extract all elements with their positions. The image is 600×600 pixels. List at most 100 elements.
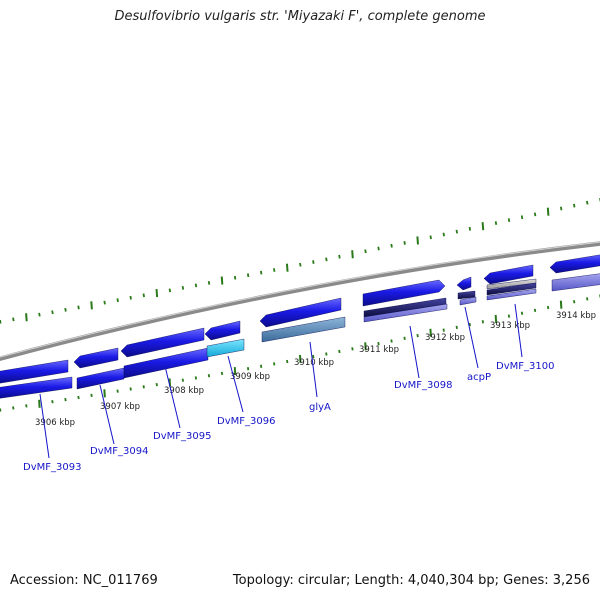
gene-label-dvmf-3093[interactable]: DvMF_3093 bbox=[23, 462, 81, 473]
outer-tick bbox=[168, 288, 172, 293]
gene-arrow[interactable] bbox=[363, 303, 448, 323]
gene-label-dvmf-3100[interactable]: DvMF_3100 bbox=[496, 361, 554, 372]
gene-arrow[interactable] bbox=[204, 320, 241, 341]
gene-label-glya[interactable]: glyA bbox=[309, 402, 331, 413]
inner-tick bbox=[103, 389, 106, 398]
outer-tick bbox=[312, 260, 315, 264]
kbp-scale: 3906 kbp 3907 kbp 3908 kbp 3909 kbp 3910… bbox=[35, 311, 596, 428]
outer-tick bbox=[573, 203, 576, 208]
genome-backbone-highlight bbox=[0, 241, 600, 358]
inner-tick bbox=[416, 333, 419, 338]
outer-tick bbox=[64, 307, 67, 312]
gene-arrow[interactable] bbox=[362, 279, 446, 307]
gene-arrow[interactable] bbox=[0, 359, 69, 384]
gene-arrow[interactable] bbox=[123, 347, 209, 379]
outer-tick bbox=[259, 270, 263, 275]
inner-tick bbox=[155, 382, 158, 387]
topology-summary: Topology: circular; Length: 4,040,304 bp… bbox=[232, 573, 590, 588]
inner-tick bbox=[142, 385, 145, 389]
gene-arrow[interactable] bbox=[76, 367, 125, 390]
outer-tick bbox=[533, 212, 537, 217]
inner-tick bbox=[442, 328, 445, 332]
gene-label-dvmf-3094[interactable]: DvMF_3094 bbox=[90, 446, 148, 457]
outer-tick bbox=[12, 317, 15, 322]
gene-arrow[interactable] bbox=[259, 297, 342, 328]
inner-tick bbox=[116, 389, 119, 393]
inner-tick bbox=[220, 371, 224, 376]
inner-tick bbox=[494, 314, 498, 324]
inner-tick bbox=[429, 328, 432, 337]
gene-arrow[interactable] bbox=[486, 282, 537, 296]
outer-tick bbox=[273, 268, 276, 272]
inner-tick bbox=[455, 325, 458, 330]
inner-tick bbox=[520, 311, 524, 315]
inner-tick-track bbox=[0, 294, 600, 412]
outer-tick bbox=[181, 285, 185, 290]
inner-tick bbox=[51, 400, 54, 404]
outer-tick bbox=[559, 206, 563, 211]
inner-tick bbox=[259, 364, 263, 368]
inner-tick bbox=[403, 336, 406, 340]
outer-tick bbox=[481, 222, 485, 231]
outer-tick bbox=[246, 273, 250, 278]
outer-tick bbox=[390, 243, 393, 248]
outer-tick bbox=[142, 293, 145, 298]
inner-tick bbox=[0, 408, 2, 412]
inner-tick bbox=[181, 378, 184, 382]
kbp-label: 3910 kbp bbox=[294, 358, 334, 368]
gene-arrow[interactable] bbox=[483, 264, 534, 285]
inner-tick bbox=[377, 341, 380, 346]
inner-tick bbox=[273, 362, 276, 366]
gene-label-dvmf-3096[interactable]: DvMF_3096 bbox=[217, 416, 275, 427]
inner-tick bbox=[533, 308, 537, 313]
outer-tick bbox=[25, 313, 28, 322]
gene-arrow[interactable] bbox=[206, 338, 245, 358]
gene-label-dvmf-3098[interactable]: DvMF_3098 bbox=[394, 380, 452, 391]
inner-tick bbox=[246, 367, 250, 371]
gene-arrow[interactable] bbox=[0, 376, 73, 399]
gene-label-dvmf-3095[interactable]: DvMF_3095 bbox=[153, 431, 211, 442]
outer-tick bbox=[0, 319, 2, 324]
gene-arrow[interactable] bbox=[459, 296, 477, 306]
gene-labels: DvMF_3093 DvMF_3094 DvMF_3095 DvMF_3096 … bbox=[23, 361, 554, 473]
inner-tick bbox=[338, 349, 341, 354]
gene-label-acpp[interactable]: acpP bbox=[467, 372, 491, 383]
outer-tick bbox=[586, 200, 589, 205]
outer-tick bbox=[546, 207, 550, 216]
gene-arrow[interactable] bbox=[549, 254, 600, 274]
outer-tick bbox=[220, 276, 224, 285]
gene-features[interactable] bbox=[0, 254, 600, 399]
inner-tick bbox=[546, 305, 550, 310]
outer-tick bbox=[455, 229, 459, 234]
inner-tick bbox=[468, 322, 471, 327]
gene-arrow[interactable] bbox=[261, 316, 346, 343]
inner-tick bbox=[233, 366, 237, 376]
inner-tick bbox=[586, 297, 589, 301]
gene-leader-lines bbox=[39, 303, 523, 459]
inner-tick bbox=[507, 314, 511, 318]
gene-arrow[interactable] bbox=[456, 276, 472, 291]
outer-tick bbox=[325, 257, 328, 262]
inner-tick bbox=[12, 406, 15, 410]
gene-arrow[interactable] bbox=[73, 347, 119, 369]
inner-tick bbox=[559, 300, 563, 309]
outer-tick-track bbox=[0, 198, 600, 324]
outer-tick bbox=[90, 301, 93, 310]
outer-tick bbox=[338, 254, 341, 259]
inner-tick bbox=[90, 393, 93, 398]
outer-tick bbox=[155, 289, 159, 298]
outer-tick bbox=[77, 305, 80, 310]
inner-tick bbox=[573, 300, 576, 304]
kbp-label: 3906 kbp bbox=[35, 418, 75, 428]
outer-tick bbox=[364, 249, 367, 254]
kbp-label: 3908 kbp bbox=[164, 386, 204, 396]
gene-arrow[interactable] bbox=[551, 273, 600, 292]
gene-arrow[interactable] bbox=[486, 288, 537, 301]
outer-tick bbox=[429, 235, 432, 240]
gene-arrow[interactable] bbox=[120, 327, 205, 358]
accession-label: Accession: NC_011769 bbox=[10, 573, 158, 588]
outer-tick bbox=[116, 298, 119, 303]
outer-tick bbox=[51, 310, 54, 315]
outer-tick bbox=[468, 226, 472, 231]
